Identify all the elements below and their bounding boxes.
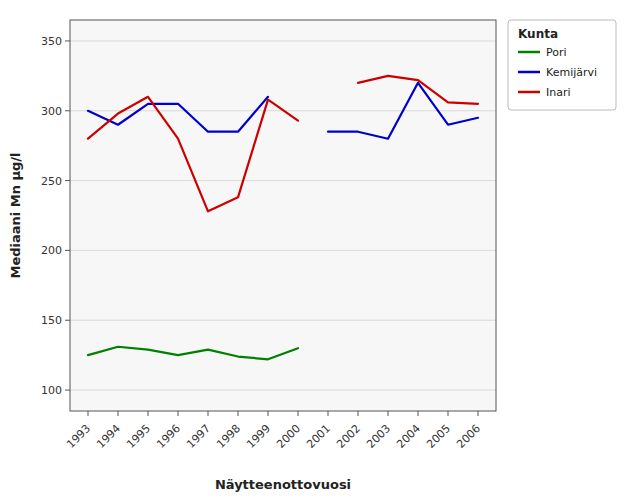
legend-box [508,20,616,110]
x-axis-title: Näytteenottovuosi [215,477,351,492]
x-tick [88,411,89,416]
legend-label: Inari [546,86,571,99]
y-tick-label: 150 [41,314,62,327]
legend-swatch [518,91,540,94]
series-line [88,347,298,360]
x-tick [418,411,419,416]
legend: Kunta Pori Kemijärvi Inari [508,20,616,110]
x-tick [298,411,299,416]
x-tick [448,411,449,416]
x-tick-label: 2002 [334,422,363,451]
x-tick-label: 2003 [364,422,393,451]
chart-svg: 1001502002503003501993199419951996199719… [0,0,626,501]
x-tick-label: 1999 [244,422,273,451]
series-group [88,76,478,359]
y-tick [65,40,70,41]
y-tick-label: 200 [41,244,62,257]
y-tick [65,250,70,251]
x-tick [148,411,149,416]
grid-line [70,320,496,321]
y-tick [65,180,70,181]
legend-title: Kunta [518,27,558,41]
y-tick [65,110,70,111]
y-tick-label: 250 [41,175,62,188]
grid-line [70,250,496,251]
x-tick [478,411,479,416]
x-tick [118,411,119,416]
x-tick-label: 2006 [454,422,483,451]
y-axis-title: Mediaani Mn µg/l [8,152,23,278]
y-tick-label: 300 [41,105,62,118]
legend-label: Kemijärvi [546,66,597,79]
legend-swatch [518,51,540,54]
y-tick-label: 100 [41,384,62,397]
x-tick-label: 1996 [154,422,183,451]
x-tick [328,411,329,416]
x-tick-label: 1995 [124,422,153,451]
series-line [88,76,478,211]
chart-container: 1001502002503003501993199419951996199719… [0,0,626,501]
x-tick [238,411,239,416]
x-tick-label: 2000 [274,422,303,451]
grid-line [70,390,496,391]
x-tick [388,411,389,416]
y-tick [65,390,70,391]
x-tick [358,411,359,416]
x-tick [268,411,269,416]
y-tick-label: 350 [41,35,62,48]
legend-swatch [518,71,540,74]
x-tick-label: 1994 [94,422,123,451]
legend-label: Pori [546,46,567,59]
x-tick-label: 1998 [214,422,243,451]
x-tick [178,411,179,416]
x-tick-label: 2004 [394,422,423,451]
grid-line [70,40,496,41]
x-tick [208,411,209,416]
x-tick-label: 1997 [184,422,213,451]
y-tick [65,320,70,321]
plot-frame [70,20,496,411]
x-tick-label: 2001 [304,422,333,451]
grid-line [70,180,496,181]
plot-background [70,20,496,411]
x-tick-label: 1993 [64,422,93,451]
x-tick-label: 2005 [424,422,453,451]
